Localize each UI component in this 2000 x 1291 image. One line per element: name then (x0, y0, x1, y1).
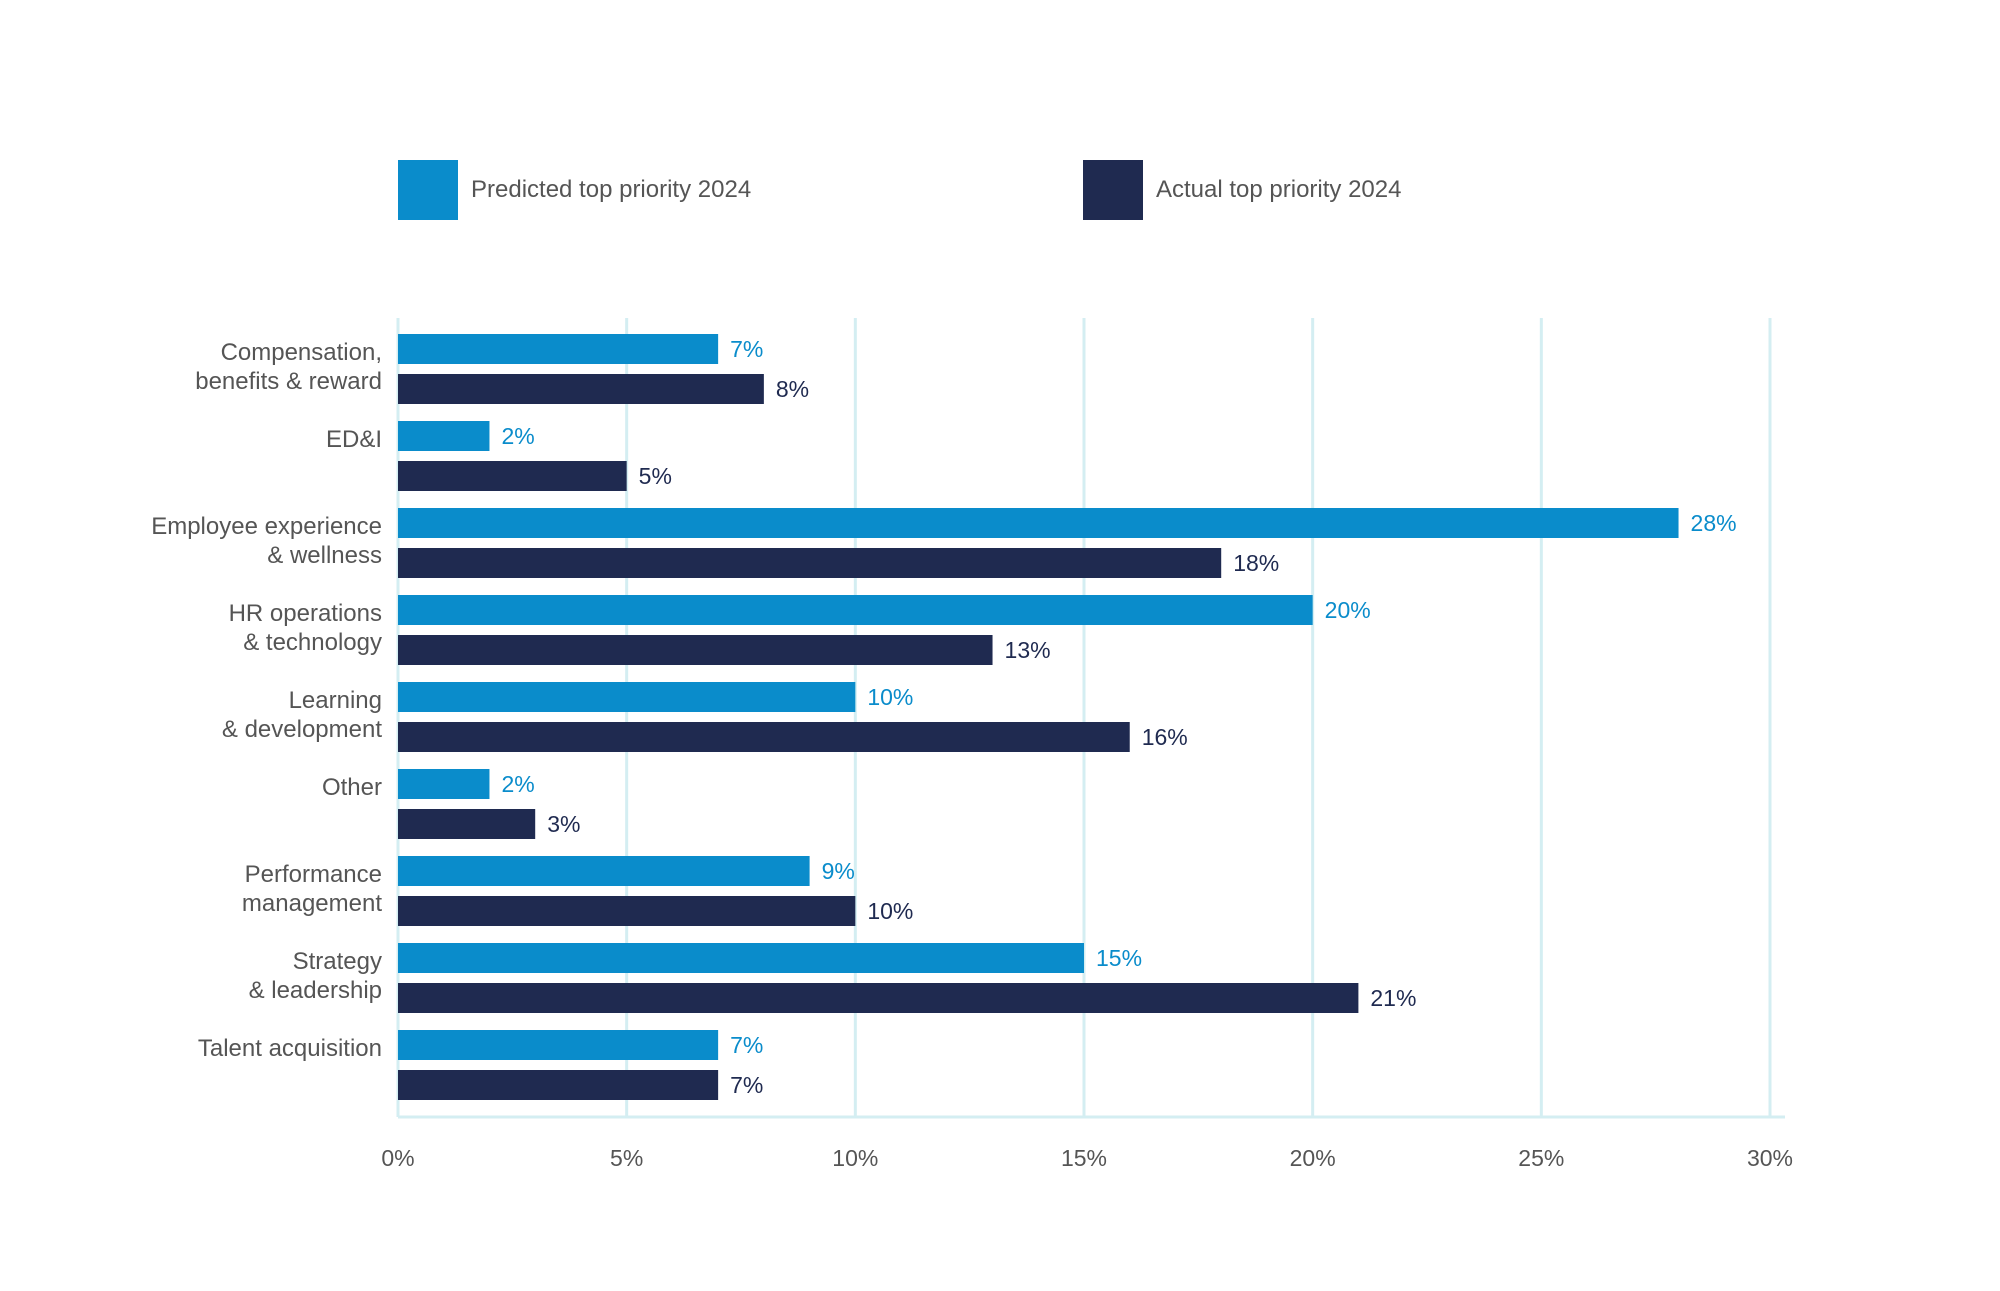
category-label-7-line-0: Strategy (293, 948, 382, 975)
legend-label-actual: Actual top priority 2024 (1156, 176, 1401, 203)
value-label-predicted-8: 7% (730, 1032, 763, 1058)
value-label-actual-8: 7% (730, 1072, 763, 1098)
x-tick-labels: 0% 5% 10% 15% 20% 25% 30% (381, 1145, 1793, 1171)
value-label-predicted-1: 2% (501, 423, 534, 449)
category-labels: Compensation,benefits & reward ED&I Employ… (151, 339, 382, 1062)
bar-predicted-5 (398, 769, 490, 799)
value-label-actual-2: 18% (1233, 550, 1279, 576)
value-label-predicted-4: 10% (867, 684, 913, 710)
value-label-actual-0: 8% (776, 376, 809, 402)
bar-actual-6 (398, 896, 856, 926)
value-label-actual-7: 21% (1370, 985, 1416, 1011)
category-label-5-line-0: Other (322, 774, 382, 801)
bar-actual-5 (398, 809, 536, 839)
legend-label-predicted: Predicted top priority 2024 (471, 176, 751, 203)
bar-actual-3 (398, 635, 993, 665)
x-tick-label-5: 25% (1518, 1145, 1564, 1171)
value-label-actual-1: 5% (639, 463, 672, 489)
value-label-predicted-5: 2% (501, 771, 534, 797)
bar-actual-1 (398, 461, 627, 491)
legend-swatch-predicted (398, 160, 458, 220)
category-label-2-line-1: & wellness (267, 542, 382, 569)
value-label-actual-5: 3% (547, 811, 580, 837)
bar-actual-8 (398, 1070, 719, 1100)
value-label-actual-3: 13% (1005, 637, 1051, 663)
bar-predicted-3 (398, 595, 1313, 625)
bar-actual-4 (398, 722, 1130, 752)
x-tick-label-3: 15% (1061, 1145, 1107, 1171)
bar-predicted-6 (398, 856, 810, 886)
value-label-predicted-7: 15% (1096, 945, 1142, 971)
category-label-6-line-1: management (242, 890, 382, 917)
x-tick-label-6: 30% (1747, 1145, 1793, 1171)
x-tick-label-2: 10% (832, 1145, 878, 1171)
bar-predicted-0 (398, 334, 719, 364)
value-label-predicted-6: 9% (822, 858, 855, 884)
value-label-predicted-0: 7% (730, 336, 763, 362)
x-tick-label-0: 0% (381, 1145, 414, 1171)
bars (398, 334, 1679, 1100)
category-label-2-line-0: Employee experience (151, 513, 382, 540)
value-label-predicted-2: 28% (1691, 510, 1737, 536)
category-label-3-line-0: HR operations (229, 600, 382, 627)
x-tick-label-1: 5% (610, 1145, 643, 1171)
legend: Predicted top priority 2024 Actual top p… (398, 160, 1401, 220)
category-label-8-line-0: Talent acquisition (198, 1035, 382, 1062)
bar-predicted-7 (398, 943, 1084, 973)
category-label-4-line-1: & development (222, 716, 382, 743)
category-label-3-line-1: & technology (243, 629, 382, 656)
legend-swatch-actual (1083, 160, 1143, 220)
category-label-1-line-0: ED&I (326, 426, 382, 453)
bar-predicted-1 (398, 421, 490, 451)
bar-actual-0 (398, 374, 764, 404)
category-label-0-line-0: Compensation, (221, 339, 382, 366)
value-label-actual-6: 10% (867, 898, 913, 924)
bar-actual-2 (398, 548, 1222, 578)
value-labels: 7% 8% 2% 5% 28% 18% 20% 13% 10% 16% 2% 3% 9% 10% 15% 21… (501, 336, 1736, 1098)
category-label-7-line-1: & leadership (249, 977, 382, 1004)
bar-predicted-2 (398, 508, 1679, 538)
category-label-0-line-1: benefits & reward (195, 368, 382, 395)
category-label-4-line-0: Learning (289, 687, 382, 714)
x-tick-label-4: 20% (1290, 1145, 1336, 1171)
gridlines (396, 318, 1772, 1117)
bar-actual-7 (398, 983, 1359, 1013)
bar-predicted-8 (398, 1030, 719, 1060)
bar-predicted-4 (398, 682, 856, 712)
value-label-predicted-3: 20% (1325, 597, 1371, 623)
category-label-6-line-0: Performance (245, 861, 382, 888)
value-label-actual-4: 16% (1142, 724, 1188, 750)
